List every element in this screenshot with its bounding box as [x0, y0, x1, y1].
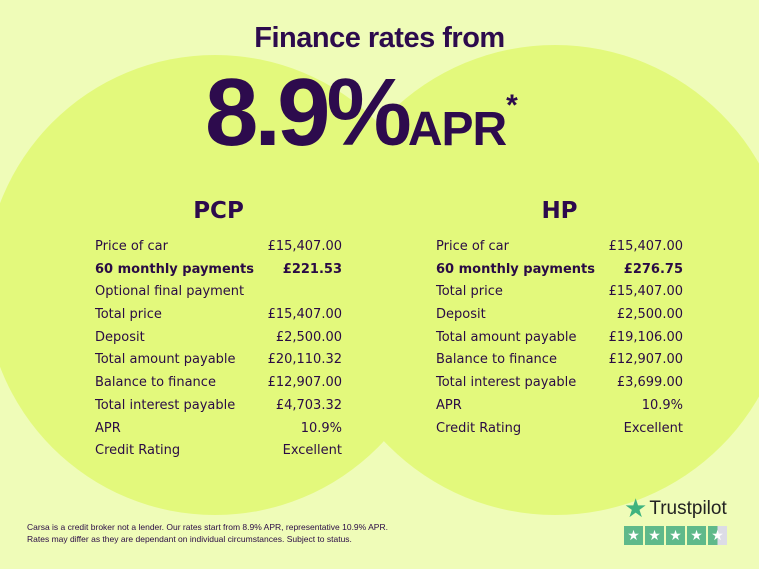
row-value: 10.9% [300, 420, 342, 436]
row-label: Total price [95, 307, 162, 323]
row-label: Price of car [436, 239, 509, 254]
row-value: £15,407.00 [267, 239, 342, 254]
row-label: Credit Rating [436, 420, 522, 436]
row-label: Price of car [95, 239, 168, 254]
star-icon: ★ [624, 493, 648, 523]
rating-star-icon: ★ [666, 526, 685, 545]
table-row: Optional final payment [95, 281, 342, 304]
table-row: APR 10.9% [95, 418, 342, 441]
table-row: 60 monthly payments £276.75 [436, 259, 683, 282]
background-circle-right [320, 45, 759, 515]
pcp-title: PCP [193, 198, 244, 224]
hp-panel: HP Price of car £15,407.00 60 monthly paym… [436, 198, 683, 440]
row-label: Deposit [95, 329, 145, 345]
rate-display: 8.9%APR* [205, 58, 518, 168]
table-row: Total price £15,407.00 [436, 281, 683, 304]
hp-title: HP [541, 198, 578, 224]
table-row: Total amount payable £20,110.32 [95, 349, 342, 372]
table-row: 60 monthly payments £221.53 [95, 259, 342, 282]
table-row: APR 10.9% [436, 395, 683, 418]
row-label: Balance to finance [95, 375, 216, 391]
rate-value: 8.9% [205, 59, 412, 166]
row-label: APR [436, 397, 462, 413]
table-row: Total interest payable £3,699.00 [436, 372, 683, 395]
row-label: Total price [436, 284, 503, 300]
row-value: £4,703.32 [275, 397, 342, 413]
row-value: 10.9% [641, 397, 683, 413]
disclaimer-line-1: Carsa is a credit broker not a lender. O… [27, 522, 388, 532]
row-label: Deposit [436, 307, 486, 323]
row-label: Optional final payment [95, 284, 245, 300]
headline: Finance rates from [254, 22, 505, 54]
row-label: Total interest payable [95, 397, 236, 413]
row-label: APR [95, 420, 121, 436]
asterisk: * [506, 89, 518, 122]
row-label: Total amount payable [95, 352, 236, 368]
table-row: Credit Rating Excellent [436, 418, 683, 441]
table-row: Total interest payable £4,703.32 [95, 395, 342, 418]
row-label: Total amount payable [436, 329, 577, 345]
row-value: £19,106.00 [608, 329, 683, 345]
disclaimer: Carsa is a credit broker not a lender. O… [27, 521, 388, 545]
table-row: Price of car £15,407.00 [95, 236, 342, 259]
disclaimer-line-2: Rates may differ as they are dependant o… [27, 534, 352, 544]
row-value: £3,699.00 [616, 375, 683, 391]
trustpilot-badge[interactable]: ★ Trustpilot ★ ★ ★ ★ ★ [624, 493, 727, 545]
row-label: Balance to finance [436, 352, 557, 368]
pcp-panel: PCP Price of car £15,407.00 60 monthly pay… [95, 198, 342, 463]
table-row: Balance to finance £12,907.00 [95, 372, 342, 395]
trustpilot-rating: ★ ★ ★ ★ ★ [624, 526, 727, 545]
row-label: Total interest payable [436, 375, 577, 391]
table-row: Price of car £15,407.00 [436, 236, 683, 259]
row-label: 60 monthly payments [436, 261, 595, 277]
trustpilot-label: Trustpilot [649, 497, 727, 519]
row-label: 60 monthly payments [95, 261, 254, 277]
row-value: £276.75 [623, 261, 683, 277]
row-value: £20,110.32 [267, 352, 342, 368]
row-value: £15,407.00 [608, 239, 683, 254]
rating-star-icon: ★ [687, 526, 706, 545]
rating-star-icon: ★ [645, 526, 664, 545]
row-value: £15,407.00 [267, 307, 342, 323]
row-label: Credit Rating [95, 443, 181, 459]
row-value: £2,500.00 [616, 307, 683, 323]
rating-star-icon: ★ [708, 526, 727, 545]
table-row: Balance to finance £12,907.00 [436, 349, 683, 372]
row-value: £221.53 [282, 261, 342, 277]
table-row: Deposit £2,500.00 [436, 304, 683, 327]
row-value: Excellent [623, 420, 683, 436]
table-row: Total price £15,407.00 [95, 304, 342, 327]
rating-star-icon: ★ [624, 526, 643, 545]
row-value: £12,907.00 [267, 375, 342, 391]
table-row: Credit Rating Excellent [95, 440, 342, 463]
row-value: £12,907.00 [608, 352, 683, 368]
apr-label: APR [407, 103, 507, 156]
table-row: Total amount payable £19,106.00 [436, 327, 683, 350]
row-value: £2,500.00 [275, 329, 342, 345]
row-value: £15,407.00 [608, 284, 683, 300]
table-row: Deposit £2,500.00 [95, 327, 342, 350]
row-value: Excellent [282, 443, 342, 459]
